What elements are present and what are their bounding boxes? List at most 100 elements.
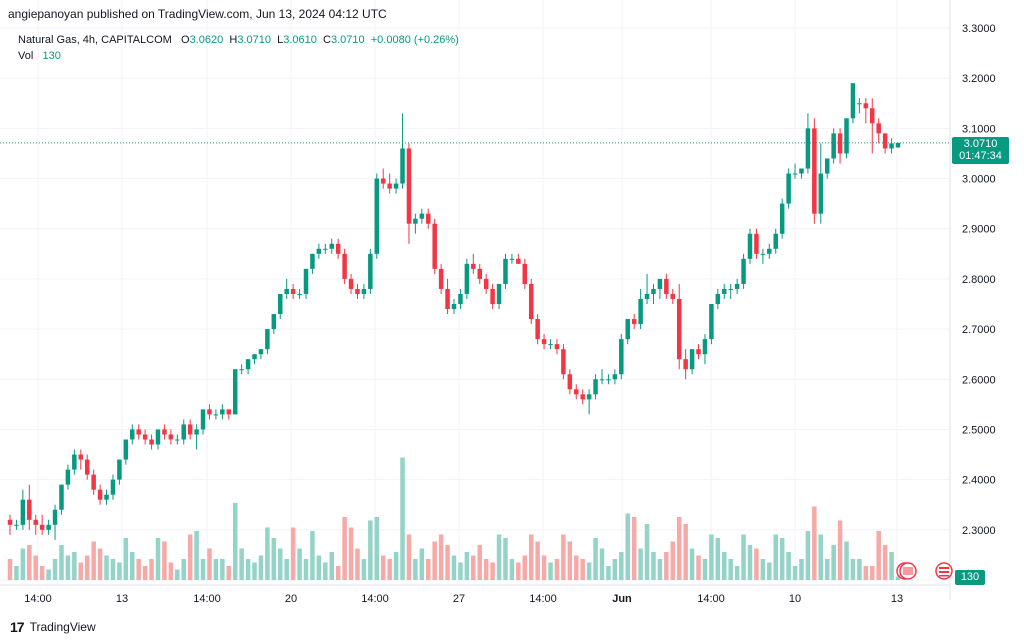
volume-bar [657, 559, 663, 580]
volume-bar [438, 534, 444, 580]
candle-body [490, 288, 495, 304]
volume-bar [664, 552, 669, 580]
candle-body [863, 103, 869, 109]
volume-bar [149, 559, 154, 580]
volume-bar [265, 527, 270, 580]
volume-bar [303, 559, 309, 580]
volume-bar [400, 457, 405, 580]
volume-bar [689, 548, 695, 580]
open-label: O [181, 34, 190, 46]
candle-body [631, 319, 637, 325]
candle-body [348, 278, 354, 289]
close-label: C [323, 34, 331, 46]
volume-bar [805, 531, 811, 580]
candle-body [676, 298, 682, 360]
volume-bar [631, 517, 637, 580]
time-tick-label: 10 [789, 593, 801, 605]
candle-body [709, 304, 714, 340]
volume-bar [393, 552, 399, 580]
candle-body [84, 459, 90, 475]
candle-body [644, 293, 650, 299]
candle-body [561, 349, 566, 375]
volume-bar [458, 562, 463, 580]
footer-brand[interactable]: 17 TradingView [10, 619, 96, 635]
volume-bar [226, 566, 232, 580]
candle-body [297, 293, 302, 295]
volume-bar [471, 555, 476, 580]
volume-bar [194, 531, 199, 580]
volume-bar [368, 520, 373, 580]
candle-body [567, 374, 573, 390]
candle-body [97, 489, 103, 500]
candle-body [400, 148, 405, 184]
ohlc-legend[interactable]: Natural Gas, 4h, CAPITALCOM O3.0620 H3.0… [18, 34, 459, 46]
volume-bar [606, 566, 611, 580]
volume-bar [168, 562, 174, 580]
candle-body [818, 173, 824, 214]
volume-bar [625, 513, 630, 580]
time-axis[interactable]: 14:00 13 14:00 20 14:00 27 14:00 Jun 14:00 10 13 [24, 593, 903, 605]
volume-bar [477, 545, 482, 580]
candle-body [232, 369, 238, 415]
volume-bar [889, 552, 894, 580]
price-tick-label: 2.4000 [962, 475, 996, 487]
candle-body [496, 283, 502, 304]
volume-bar [310, 531, 315, 580]
last-price-badge: 3.0710 01:47:34 [952, 137, 1009, 164]
time-tick-label: 27 [453, 593, 465, 605]
candle-body [181, 424, 186, 440]
candle-body [870, 108, 875, 124]
price-axis[interactable]: 3.3000 3.2000 3.1000 3.0000 2.9000 2.8000 2.70… [962, 23, 996, 537]
time-tick-label: 14:00 [193, 593, 221, 605]
candle-body [451, 304, 457, 310]
volume-bar [419, 548, 425, 580]
candle-body [722, 288, 727, 294]
candle-body [149, 439, 154, 445]
candle-body [812, 128, 817, 214]
candle-body [426, 213, 431, 224]
volume-bar [837, 520, 843, 580]
candle-body [368, 253, 373, 289]
candle-body [245, 359, 251, 370]
candle-body [20, 499, 26, 525]
candle-body [747, 233, 753, 259]
us-flag-icon[interactable] [935, 562, 953, 580]
volume-legend[interactable]: Vol 130 [18, 50, 61, 62]
volume-bar [271, 538, 277, 580]
candle-body [548, 344, 553, 346]
symbol-label[interactable]: Natural Gas, 4h, CAPITALCOM [18, 34, 172, 46]
event-flag-icon[interactable] [896, 562, 917, 580]
candle-body [284, 288, 289, 294]
candle-body [187, 424, 193, 435]
candle-body [162, 429, 167, 435]
candle-body [799, 168, 804, 174]
volume-bar [290, 527, 296, 580]
volume-bar [786, 552, 791, 580]
candle-body [574, 389, 579, 395]
candle-body [387, 183, 392, 189]
volume-bar [65, 555, 71, 580]
volume-bar [7, 559, 13, 580]
volume-bar [561, 534, 566, 580]
candle-body [419, 213, 425, 219]
volume-bar [799, 559, 804, 580]
candle-body [155, 429, 161, 445]
candle-body [464, 263, 470, 294]
last-price-value: 3.0710 [963, 138, 998, 150]
candle-body [882, 133, 888, 149]
tradingview-logo-icon: 17 [10, 619, 25, 635]
volume-bar [110, 559, 116, 580]
high-label: H [229, 34, 238, 46]
candle-body [104, 494, 109, 500]
candle-body [323, 248, 328, 250]
volume-bar [232, 503, 238, 580]
publish-header: angiepanoyan published on TradingView.co… [8, 7, 387, 21]
candle-body [483, 278, 489, 289]
candle-body [59, 484, 64, 510]
volume-bar [734, 566, 740, 580]
candle-body [27, 499, 32, 520]
candle-body [606, 379, 611, 381]
volume-bar [33, 555, 38, 580]
volume-bar [252, 562, 257, 580]
